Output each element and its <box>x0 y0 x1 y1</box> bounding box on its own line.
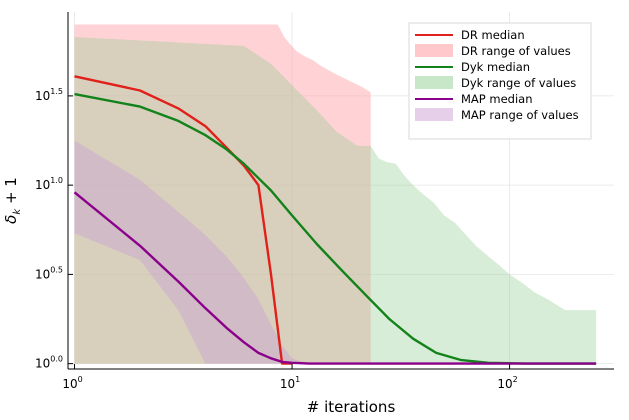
y-axis-label: δk + 1 <box>2 177 23 224</box>
legend-label: DR median <box>461 28 525 42</box>
y-tick-label: 100.0 <box>35 355 63 371</box>
range-fills <box>74 24 597 364</box>
dyk-range-fill <box>74 37 597 364</box>
legend-swatch-fill <box>415 44 453 57</box>
map-median-line <box>73 191 597 365</box>
x-axis-label: # iterations <box>307 398 396 416</box>
legend-label: Dyk median <box>461 60 530 74</box>
legend: DR median DR range of values Dyk median Dyk… <box>408 22 592 140</box>
y-tick-label: 101.5 <box>35 87 63 103</box>
legend-label: MAP range of values <box>461 108 579 122</box>
median-lines <box>73 75 597 365</box>
x-tick-label: 102 <box>497 375 517 391</box>
legend-label: Dyk range of values <box>461 76 576 90</box>
tick-labels: 100 101 102 100.0 100.5 101.0 101.5 <box>35 87 518 391</box>
legend-label: MAP median <box>461 92 533 106</box>
legend-swatch-fill <box>415 108 453 121</box>
y-tick-label: 100.5 <box>35 265 63 281</box>
x-tick-label: 101 <box>280 375 300 391</box>
y-tick-label: 101.0 <box>35 176 63 192</box>
map-range-fill <box>74 140 310 364</box>
dyk-median-line <box>74 92 597 365</box>
legend-swatch-fill <box>415 76 453 89</box>
x-tick-label: 100 <box>62 375 82 391</box>
legend-label: DR range of values <box>461 44 571 58</box>
axes <box>67 12 614 370</box>
